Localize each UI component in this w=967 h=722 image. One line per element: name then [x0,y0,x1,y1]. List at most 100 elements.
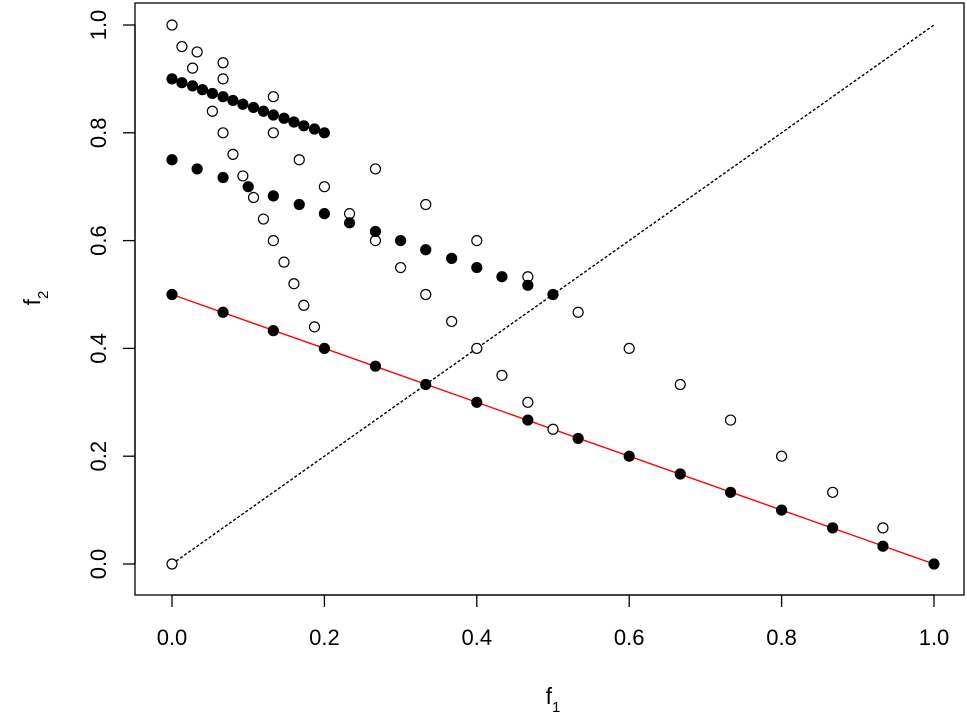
filled-point [775,504,788,516]
filled-point [247,101,260,114]
filled-point [674,468,686,480]
filled-point [191,163,203,175]
filled-point [471,396,483,408]
y-tick-label: 0.8 [86,118,111,149]
filled-point [623,450,635,462]
filled-point [227,94,239,107]
open-point [471,235,483,247]
filled-point [420,378,432,391]
open-point [827,486,839,498]
filled-point [318,127,330,139]
filled-point [928,558,940,570]
filled-point [176,77,188,89]
open-point [420,198,432,211]
y-axis: 0.0 0.2 0.4 0.6 0.8 1.0 [86,10,136,580]
open-point [227,148,239,160]
filled-point [572,432,584,445]
filled-point [166,73,178,85]
filled-point [196,84,209,96]
open-point [395,261,407,274]
y-tick-label: 0.0 [86,549,111,580]
filled-point [395,235,407,247]
filled-point [547,288,559,301]
open-point [446,315,458,328]
filled-point [308,123,321,135]
filled-point [522,279,534,291]
open-point [217,127,229,139]
filled-point [217,91,229,103]
filled-point [318,342,330,354]
open-point [278,256,290,268]
x-tick-label: 0.4 [462,625,493,650]
filled-point [298,120,310,132]
open-point [217,57,229,69]
x-tick-label: 0.0 [157,625,188,650]
x-tick-label: 0.6 [614,625,645,650]
filled-point [166,288,178,301]
open-point [369,163,382,175]
open-point [471,342,483,354]
filled-point [267,109,279,121]
open-point [623,342,635,354]
open-point [318,181,330,193]
filled-point [369,360,382,372]
filled-point [186,80,199,92]
filled-point [369,225,382,238]
open-point [522,396,534,408]
y-tick-label: 0.2 [86,441,111,472]
x-tick-label: 0.2 [309,625,340,650]
filled-point [267,325,279,337]
filled-point [343,217,356,229]
open-point [247,191,260,204]
open-point [547,423,559,435]
filled-point [217,171,229,184]
filled-point [257,105,270,117]
x-axis-title: f1 [546,683,561,716]
filled-point [217,306,229,318]
open-point [176,40,188,53]
x-tick-label: 0.8 [766,625,797,650]
open-point [298,299,310,311]
open-point [166,558,178,570]
x-tick-label: 1.0 [919,625,950,650]
open-point [343,208,356,220]
y-axis-title: f2 [19,291,52,306]
filled-point [206,87,218,100]
open-point [420,288,432,301]
filled-point [522,414,534,426]
filled-point [318,208,330,220]
filled-point [446,252,458,264]
filled-point [877,540,889,552]
open-point [257,213,270,225]
filled-point [724,486,737,498]
open-point [217,73,229,85]
open-point [191,46,203,58]
open-point [267,235,279,247]
filled-point [166,154,178,166]
open-point [877,522,889,534]
open-point [724,414,737,426]
filled-point [420,244,432,256]
filled-point [267,190,279,202]
filled-point [827,522,839,534]
data-points [166,19,940,570]
open-point [674,378,686,391]
open-point [206,105,218,117]
filled-point [288,116,300,128]
filled-point [278,112,290,124]
y-tick-label: 0.6 [86,225,111,256]
open-point [496,369,508,381]
open-point [166,19,178,31]
open-point [293,154,305,166]
open-point [267,127,279,139]
open-point [186,62,199,74]
open-point [775,450,788,462]
open-point [369,235,382,247]
filled-point [471,261,483,274]
open-point [308,321,321,333]
open-point [237,170,249,182]
filled-point [496,271,508,283]
y-tick-label: 0.4 [86,333,111,364]
filled-point [237,98,249,110]
